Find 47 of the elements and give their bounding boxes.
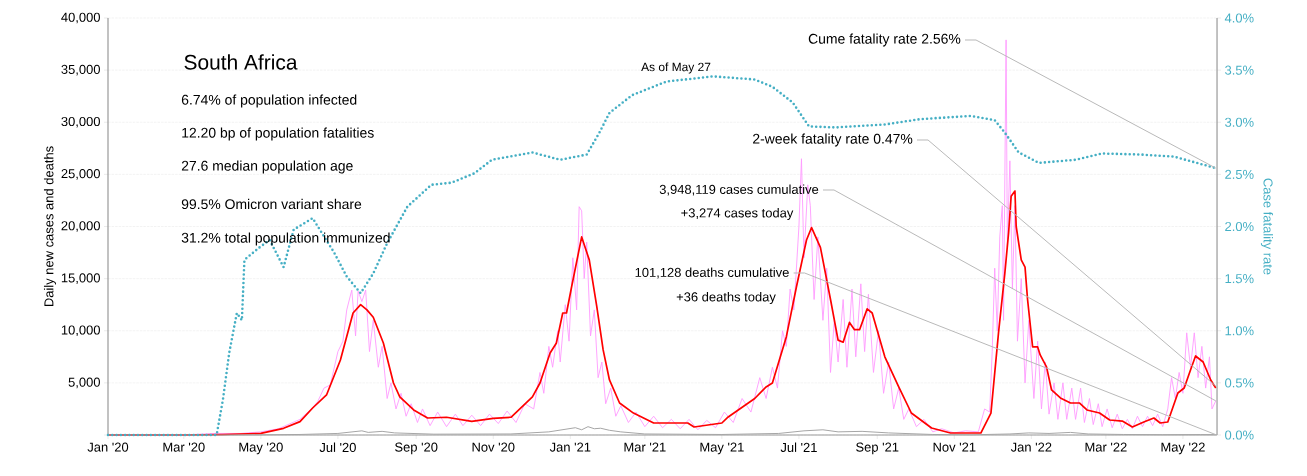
y2-tick-label: 1.5% (1225, 274, 1254, 284)
y2-tick-label: 0.5% (1225, 378, 1254, 388)
x-tick-label: Mar '21 (624, 442, 666, 452)
annotation: 31.2% total population immunized (181, 232, 390, 246)
annotation: 2-week fatality rate 0.47% (753, 133, 913, 147)
y-tick-label: 10,000 (61, 325, 100, 337)
y2-tick-label: 3.5% (1225, 65, 1254, 75)
y-tick-label: 30,000 (61, 116, 100, 128)
y2-tick-label: 0.0% (1225, 430, 1254, 440)
x-tick-label: Nov '20 (472, 442, 515, 452)
y2-tick-label: 3.0% (1225, 117, 1254, 127)
y-tick-label: 35,000 (61, 64, 100, 76)
y2-tick-label: 2.0% (1225, 221, 1254, 232)
annotation: 101,128 deaths cumulative (635, 267, 789, 279)
y-tick-label: 15,000 (61, 273, 100, 284)
annotation: 6.74% of population infected (181, 94, 357, 108)
x-tick-label: May '22 (1161, 442, 1205, 455)
y2-tick-label: 1.0% (1225, 326, 1254, 336)
x-tick-label: Nov '21 (933, 442, 976, 452)
x-tick-label: Mar '20 (163, 442, 205, 452)
y-tick-label: 5,000 (68, 377, 100, 389)
x-tick-label: Sep '20 (395, 442, 438, 455)
x-tick-label: Sep '21 (856, 442, 899, 455)
x-tick-label: Jan '22 (1010, 442, 1052, 452)
x-tick-label: May '21 (700, 442, 744, 455)
y-tick-label: 20,000 (61, 221, 100, 232)
annotation: 27.6 median population age (181, 160, 353, 174)
x-tick-label: Jul '20 (319, 442, 356, 453)
y2-axis-title: Case fatality rate (1260, 178, 1273, 275)
y2-tick-label: 4.0% (1224, 13, 1254, 23)
x-tick-label: Jan '21 (549, 442, 591, 452)
x-tick-label: May '20 (239, 442, 283, 455)
x-tick-label: Jul '21 (780, 442, 817, 453)
text: South Africa (184, 54, 298, 70)
y-axis-title: Daily new cases and deaths (43, 146, 57, 307)
annotation: Cume fatality rate 2.56% (808, 33, 961, 47)
annotation: As of May 27 (641, 62, 711, 74)
annotation: +3,274 cases today (681, 207, 794, 221)
annotation: +36 deaths today (676, 291, 776, 305)
annotation: 12.20 bp of population fatalities (182, 127, 374, 141)
x-tick-label: Jan '20 (87, 442, 129, 452)
annotation: 99.5% Omicron variant share (181, 198, 362, 210)
y2-tick-label: 2.5% (1225, 169, 1254, 179)
annotation: 3,948,119 cases cumulative (659, 184, 819, 196)
x-tick-label: Mar '22 (1085, 442, 1127, 452)
y-tick-label: 25,000 (61, 169, 100, 180)
y-tick-label: 40,000 (61, 12, 100, 24)
